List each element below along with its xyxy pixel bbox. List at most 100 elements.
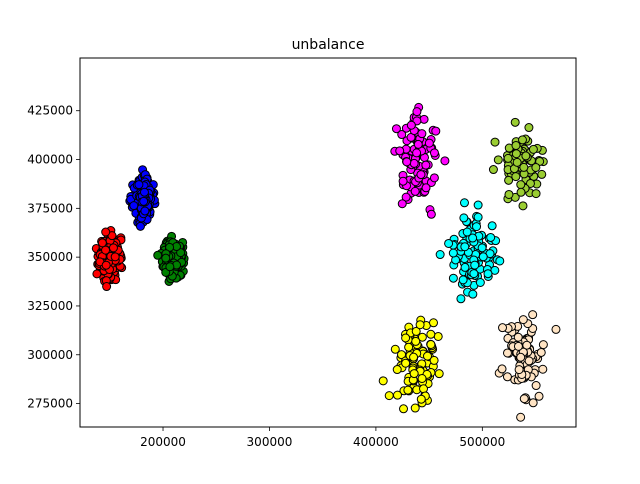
scatter-point xyxy=(470,260,480,270)
scatter-point xyxy=(140,206,150,216)
scatter-point xyxy=(410,403,420,413)
scatter-point xyxy=(384,391,394,401)
scatter-point xyxy=(429,318,438,328)
scatter-point xyxy=(514,365,524,375)
scatter-point xyxy=(440,156,450,166)
scatter-point xyxy=(165,262,175,272)
scatter-point xyxy=(517,135,527,145)
scatter-point xyxy=(518,201,528,211)
chart-title: unbalance xyxy=(292,37,365,53)
scatter-point xyxy=(429,173,439,183)
scatter-point xyxy=(522,340,532,350)
scatter-point xyxy=(531,189,541,199)
scatter-point xyxy=(433,331,443,341)
scatter-point xyxy=(528,310,538,320)
scatter-point xyxy=(478,252,488,262)
points-layer xyxy=(91,102,561,422)
scatter-point xyxy=(468,233,478,243)
scatter-point xyxy=(411,336,421,346)
scatter-point xyxy=(528,398,538,408)
scatter-point xyxy=(108,243,118,253)
plot-frame xyxy=(79,57,577,428)
y-tick-label: 325000 xyxy=(27,299,73,313)
scatter-point xyxy=(512,157,522,167)
scatter-point xyxy=(397,130,407,140)
scatter-point xyxy=(401,192,411,202)
scatter-point xyxy=(92,269,102,279)
scatter-point xyxy=(134,180,144,190)
scatter-point xyxy=(397,350,407,360)
scatter-point xyxy=(426,329,436,339)
scatter-point xyxy=(413,139,423,149)
scatter-point xyxy=(378,376,388,386)
scatter-point xyxy=(531,162,541,172)
scatter-point xyxy=(498,323,508,333)
scatter-point xyxy=(490,137,500,147)
scatter-point xyxy=(473,200,483,210)
scatter-point xyxy=(426,209,436,219)
scatter-point xyxy=(421,183,431,193)
scatter-point xyxy=(521,151,531,161)
scatter-point xyxy=(401,358,411,368)
y-tick-label: 425000 xyxy=(27,104,73,118)
scatter-point xyxy=(477,243,487,253)
scatter-point xyxy=(519,162,529,172)
scatter-point xyxy=(410,186,420,196)
y-axis: 275000 300000 325000 350000 375000 400000 4250… xyxy=(27,104,80,411)
scatter-point xyxy=(503,153,513,163)
x-tick-label: 200000 xyxy=(140,435,186,449)
scatter-point xyxy=(139,196,149,206)
scatter-point xyxy=(511,149,521,159)
scatter-point xyxy=(516,187,526,197)
y-tick-label: 400000 xyxy=(27,153,73,167)
scatter-point xyxy=(402,157,412,167)
scatter-point xyxy=(460,242,470,252)
scatter-point xyxy=(403,385,413,395)
scatter-point xyxy=(97,238,107,248)
scatter-point xyxy=(435,250,445,260)
scatter-point xyxy=(456,294,466,304)
scatter-point xyxy=(406,120,416,130)
scatter-point xyxy=(518,315,528,325)
scatter-point xyxy=(473,212,483,222)
scatter-point xyxy=(431,126,441,136)
scatter-point xyxy=(511,140,521,150)
scatter-point xyxy=(472,222,482,232)
scatter-point xyxy=(416,394,426,404)
scatter-point xyxy=(502,348,512,358)
scatter-point xyxy=(129,201,139,211)
scatter-point xyxy=(404,342,414,352)
scatter-point xyxy=(459,213,469,223)
scatter-point xyxy=(516,412,526,422)
scatter-point xyxy=(409,352,419,362)
scatter-point xyxy=(424,138,434,148)
x-tick-label: 400000 xyxy=(353,435,399,449)
scatter-point xyxy=(468,289,478,299)
scatter-point xyxy=(101,260,111,270)
scatter-point xyxy=(493,155,503,165)
scatter-point xyxy=(502,372,512,382)
scatter-point xyxy=(497,364,507,374)
scatter-point xyxy=(417,374,427,383)
scatter-point xyxy=(139,187,149,197)
scatter-point xyxy=(513,332,523,342)
scatter-point xyxy=(511,172,521,182)
scatter-point xyxy=(412,148,422,158)
y-tick-label: 275000 xyxy=(27,397,73,411)
scatter-point xyxy=(444,238,454,248)
scatter-point xyxy=(487,221,497,231)
scatter-point xyxy=(510,117,520,127)
scatter-point xyxy=(538,340,548,350)
scatter-point xyxy=(161,253,171,263)
scatter-point xyxy=(409,158,419,168)
scatter-point xyxy=(393,390,402,400)
scatter-point xyxy=(459,198,469,208)
scatter-point xyxy=(401,333,411,343)
scatter-point xyxy=(495,256,505,266)
scatter-point xyxy=(153,250,163,260)
scatter-point xyxy=(531,381,541,391)
scatter-point xyxy=(391,124,401,134)
scatter-point xyxy=(486,232,496,242)
scatter-point xyxy=(536,347,546,357)
